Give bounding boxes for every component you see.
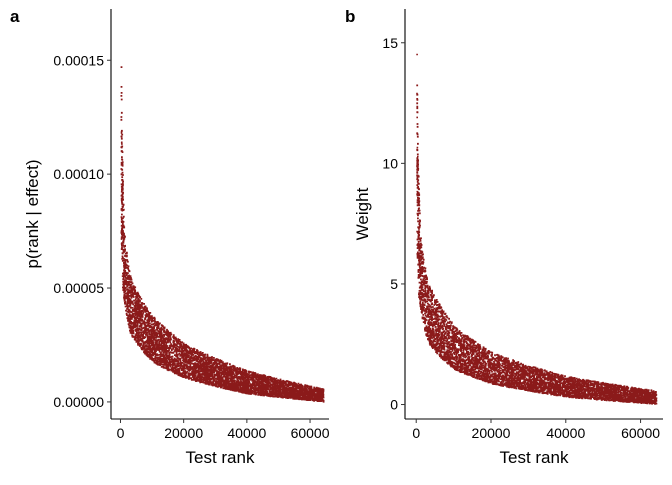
scatter-point-cloud	[120, 66, 325, 403]
scatter-point-cloud	[416, 53, 658, 405]
y-tick-label: 0	[390, 397, 398, 413]
scatter-points	[120, 66, 325, 403]
y-tick-label: 5	[390, 276, 398, 292]
y-tick-label: 15	[382, 35, 398, 51]
y-tick-label: 10	[382, 155, 398, 171]
y-tick-label: 0.00010	[53, 166, 104, 182]
scatter-points	[416, 53, 658, 405]
x-tick-label: 20000	[164, 425, 203, 441]
y-axis-title: p(rank | effect)	[23, 160, 42, 269]
panel-a: 0 20000 40000 60000 0.00000 0.00005 0.00010 0.0…	[10, 7, 330, 467]
panel-b: 0 20000 40000 60000 0 5 10 15 Test rank Weight b	[345, 7, 663, 467]
y-axis-title: Weight	[353, 187, 372, 240]
panel-label: b	[345, 7, 355, 26]
y-tick-label: 0.00015	[53, 52, 104, 68]
x-tick-label: 0	[117, 425, 125, 441]
x-tick-label: 60000	[621, 425, 660, 441]
x-tick-label: 0	[412, 425, 420, 441]
x-tick-label: 60000	[291, 425, 330, 441]
x-tick-label: 40000	[546, 425, 585, 441]
y-tick-label: 0.00005	[53, 280, 104, 296]
panel-label: a	[10, 7, 20, 26]
x-tick-label: 40000	[227, 425, 266, 441]
x-axis-title: Test rank	[186, 448, 255, 467]
x-tick-label: 20000	[472, 425, 511, 441]
y-tick-label: 0.00000	[53, 394, 104, 410]
x-axis-title: Test rank	[500, 448, 569, 467]
